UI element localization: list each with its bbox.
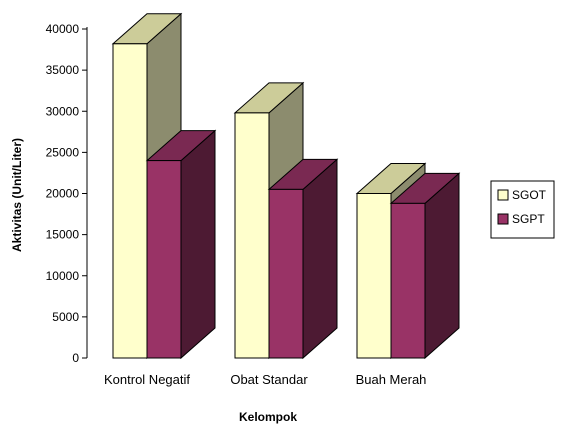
x-tick-label: Obat Standar <box>230 372 308 387</box>
bar-side <box>424 172 460 360</box>
y-tick-label: 10000 <box>46 269 80 283</box>
y-tick-label: 0 <box>72 351 79 365</box>
bar-sgpt-1 <box>145 129 217 360</box>
bar-sgpt-3 <box>389 172 461 360</box>
legend-swatch <box>497 189 509 201</box>
x-tick-label: Buah Merah <box>356 372 427 387</box>
bar-front <box>112 43 148 359</box>
bar-side <box>302 158 338 360</box>
y-tick-label: 25000 <box>46 145 80 159</box>
bar-front <box>390 202 426 359</box>
legend-item-sgot: SGOT <box>497 188 547 202</box>
y-tick-label: 35000 <box>46 63 80 77</box>
legend-label: SGPT <box>512 212 545 226</box>
bar-front <box>356 193 392 359</box>
y-tick-label: 15000 <box>46 228 80 242</box>
bar-side <box>180 129 216 360</box>
legend: SGOT SGPT <box>490 180 555 239</box>
x-axis-title: Kelompok <box>239 410 297 424</box>
legend-swatch <box>497 213 509 225</box>
legend-label: SGOT <box>512 188 547 202</box>
bars <box>111 12 461 360</box>
bar-front <box>234 112 270 359</box>
y-tick-label: 20000 <box>46 187 80 201</box>
x-axis-categories: Kontrol Negatif Obat Standar Buah Merah <box>104 372 426 387</box>
bar-front <box>268 188 304 359</box>
bar-front <box>146 160 182 359</box>
y-axis-title: Aktivitas (Unit/Liter) <box>10 138 24 252</box>
y-tick-label: 5000 <box>52 310 79 324</box>
y-axis: 0 5000 10000 15000 20000 25000 30000 35000 40000 <box>46 22 88 365</box>
y-tick-label: 40000 <box>46 22 80 36</box>
y-tick-label: 30000 <box>46 104 80 118</box>
x-tick-label: Kontrol Negatif <box>104 372 190 387</box>
bar-sgpt-2 <box>267 158 339 360</box>
legend-item-sgpt: SGPT <box>497 212 545 226</box>
